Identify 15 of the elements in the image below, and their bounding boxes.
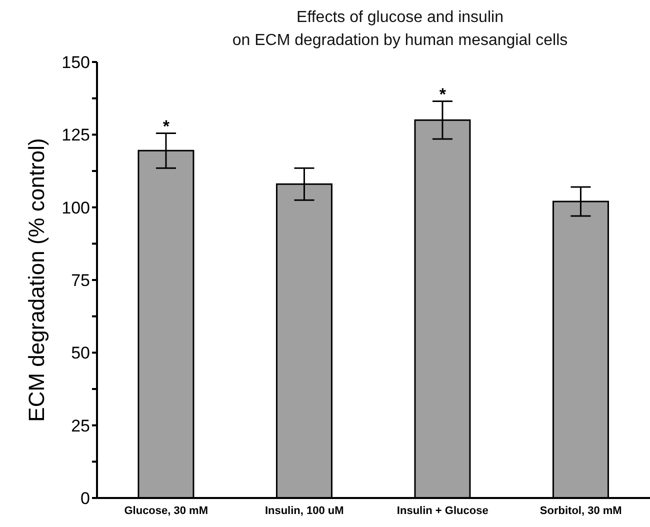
chart-title: Effects of glucose and insulin on ECM degradation by human mesangial cells (231, 8, 569, 51)
y-tick-label: 50 (71, 344, 90, 363)
y-tick-label: 125 (62, 126, 90, 145)
y-tick-label: 25 (71, 416, 90, 436)
y-axis-title: ECM degradation (% control) (24, 138, 49, 422)
y-tick-label: 150 (62, 53, 90, 72)
x-tick-label: Glucose, 30 mM (124, 504, 208, 517)
x-tick-label: Sorbitol, 30 mM (540, 504, 622, 517)
x-tick-label: Insulin, 100 uM (264, 504, 344, 517)
y-tick-label: 0 (80, 489, 90, 508)
y-tick-label: 75 (71, 271, 90, 290)
annotation: * (439, 85, 446, 104)
x-tick-label: Insulin + Glucose (396, 504, 488, 517)
y-tick-label: 100 (62, 198, 90, 218)
annotation: * (162, 117, 170, 136)
